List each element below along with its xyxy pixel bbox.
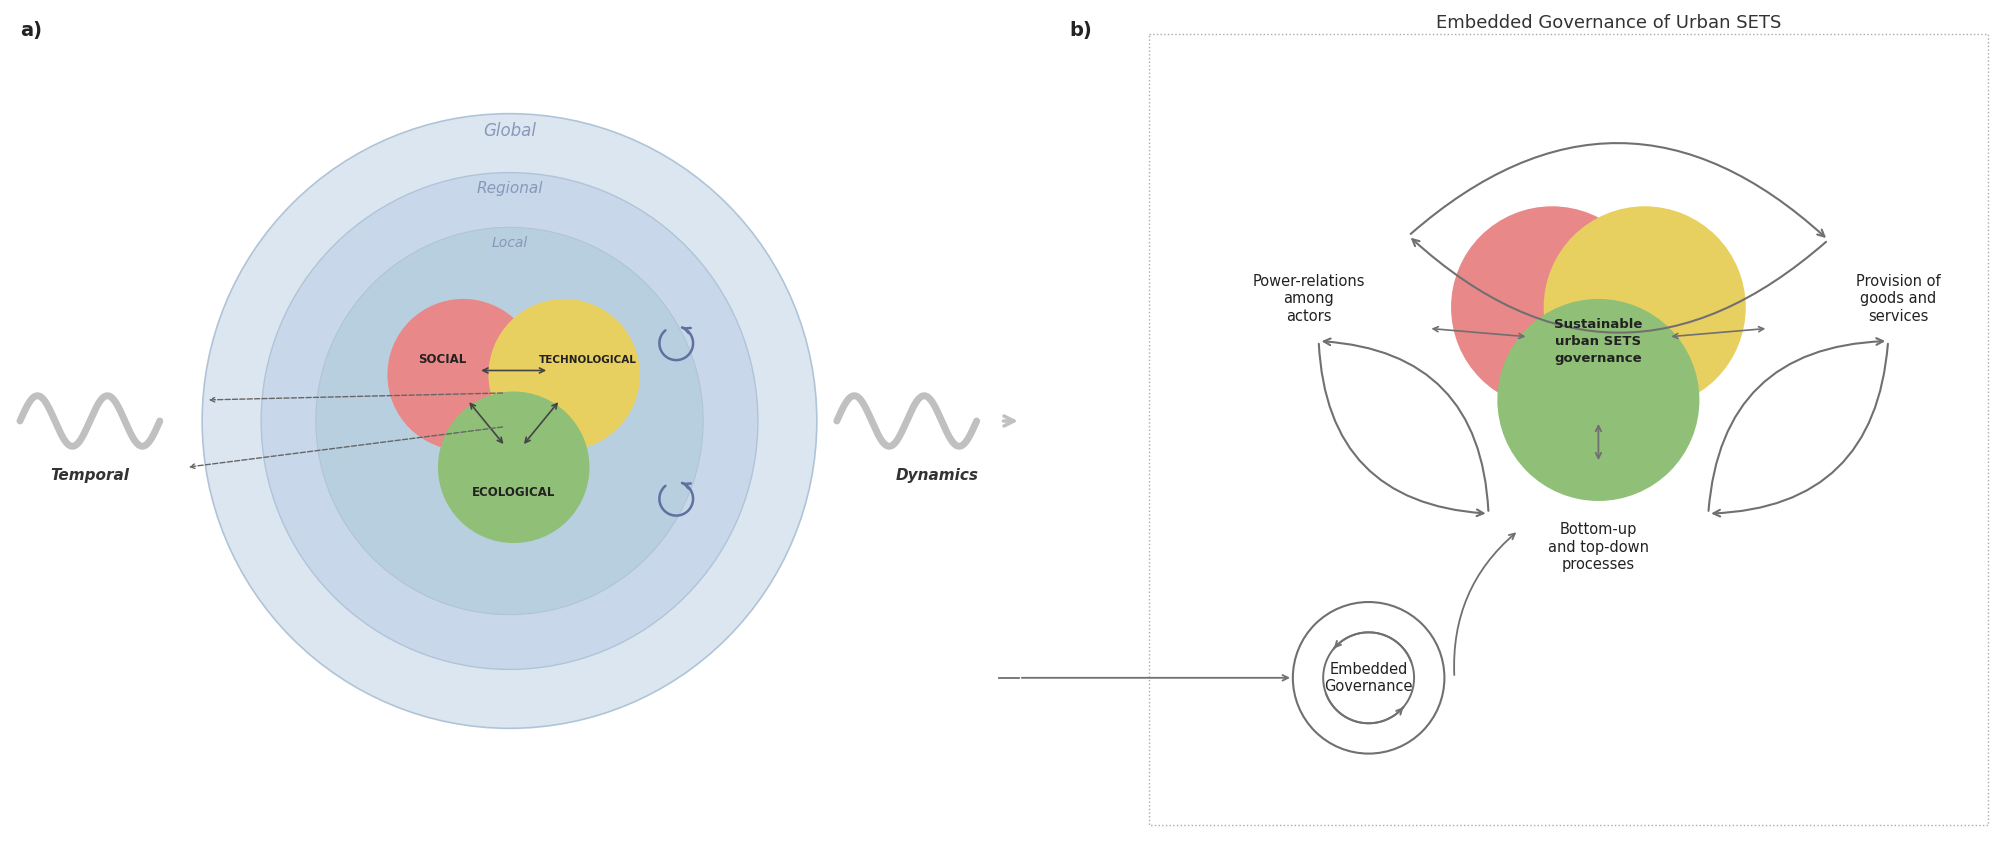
Text: ECOLOGICAL: ECOLOGICAL — [472, 486, 555, 499]
Text: Temporal: Temporal — [50, 468, 130, 483]
Text: Provision of
goods and
services: Provision of goods and services — [1856, 274, 1940, 324]
Text: Global: Global — [484, 122, 535, 140]
Text: a): a) — [20, 21, 42, 40]
Ellipse shape — [488, 299, 639, 450]
Ellipse shape — [388, 299, 539, 450]
Text: Dynamics: Dynamics — [895, 468, 979, 483]
Ellipse shape — [1544, 206, 1746, 408]
Text: Regional: Regional — [476, 181, 543, 196]
Ellipse shape — [316, 227, 703, 615]
Text: Embedded
Governance: Embedded Governance — [1325, 662, 1413, 694]
Text: Power-relations
among
actors: Power-relations among actors — [1253, 274, 1365, 324]
Text: Sustainable
urban SETS
governance: Sustainable urban SETS governance — [1554, 317, 1642, 365]
Ellipse shape — [262, 173, 757, 669]
Text: Bottom-up
and top-down
processes: Bottom-up and top-down processes — [1548, 522, 1648, 573]
Text: SOCIAL: SOCIAL — [418, 353, 466, 366]
Text: Local: Local — [492, 236, 527, 250]
Ellipse shape — [202, 114, 817, 728]
Text: TECHNOLOGICAL: TECHNOLOGICAL — [539, 354, 637, 365]
Ellipse shape — [1451, 206, 1652, 408]
Ellipse shape — [438, 392, 589, 543]
Text: Embedded Governance of Urban SETS: Embedded Governance of Urban SETS — [1437, 14, 1780, 32]
Text: b): b) — [1069, 21, 1091, 40]
Ellipse shape — [1497, 299, 1700, 501]
